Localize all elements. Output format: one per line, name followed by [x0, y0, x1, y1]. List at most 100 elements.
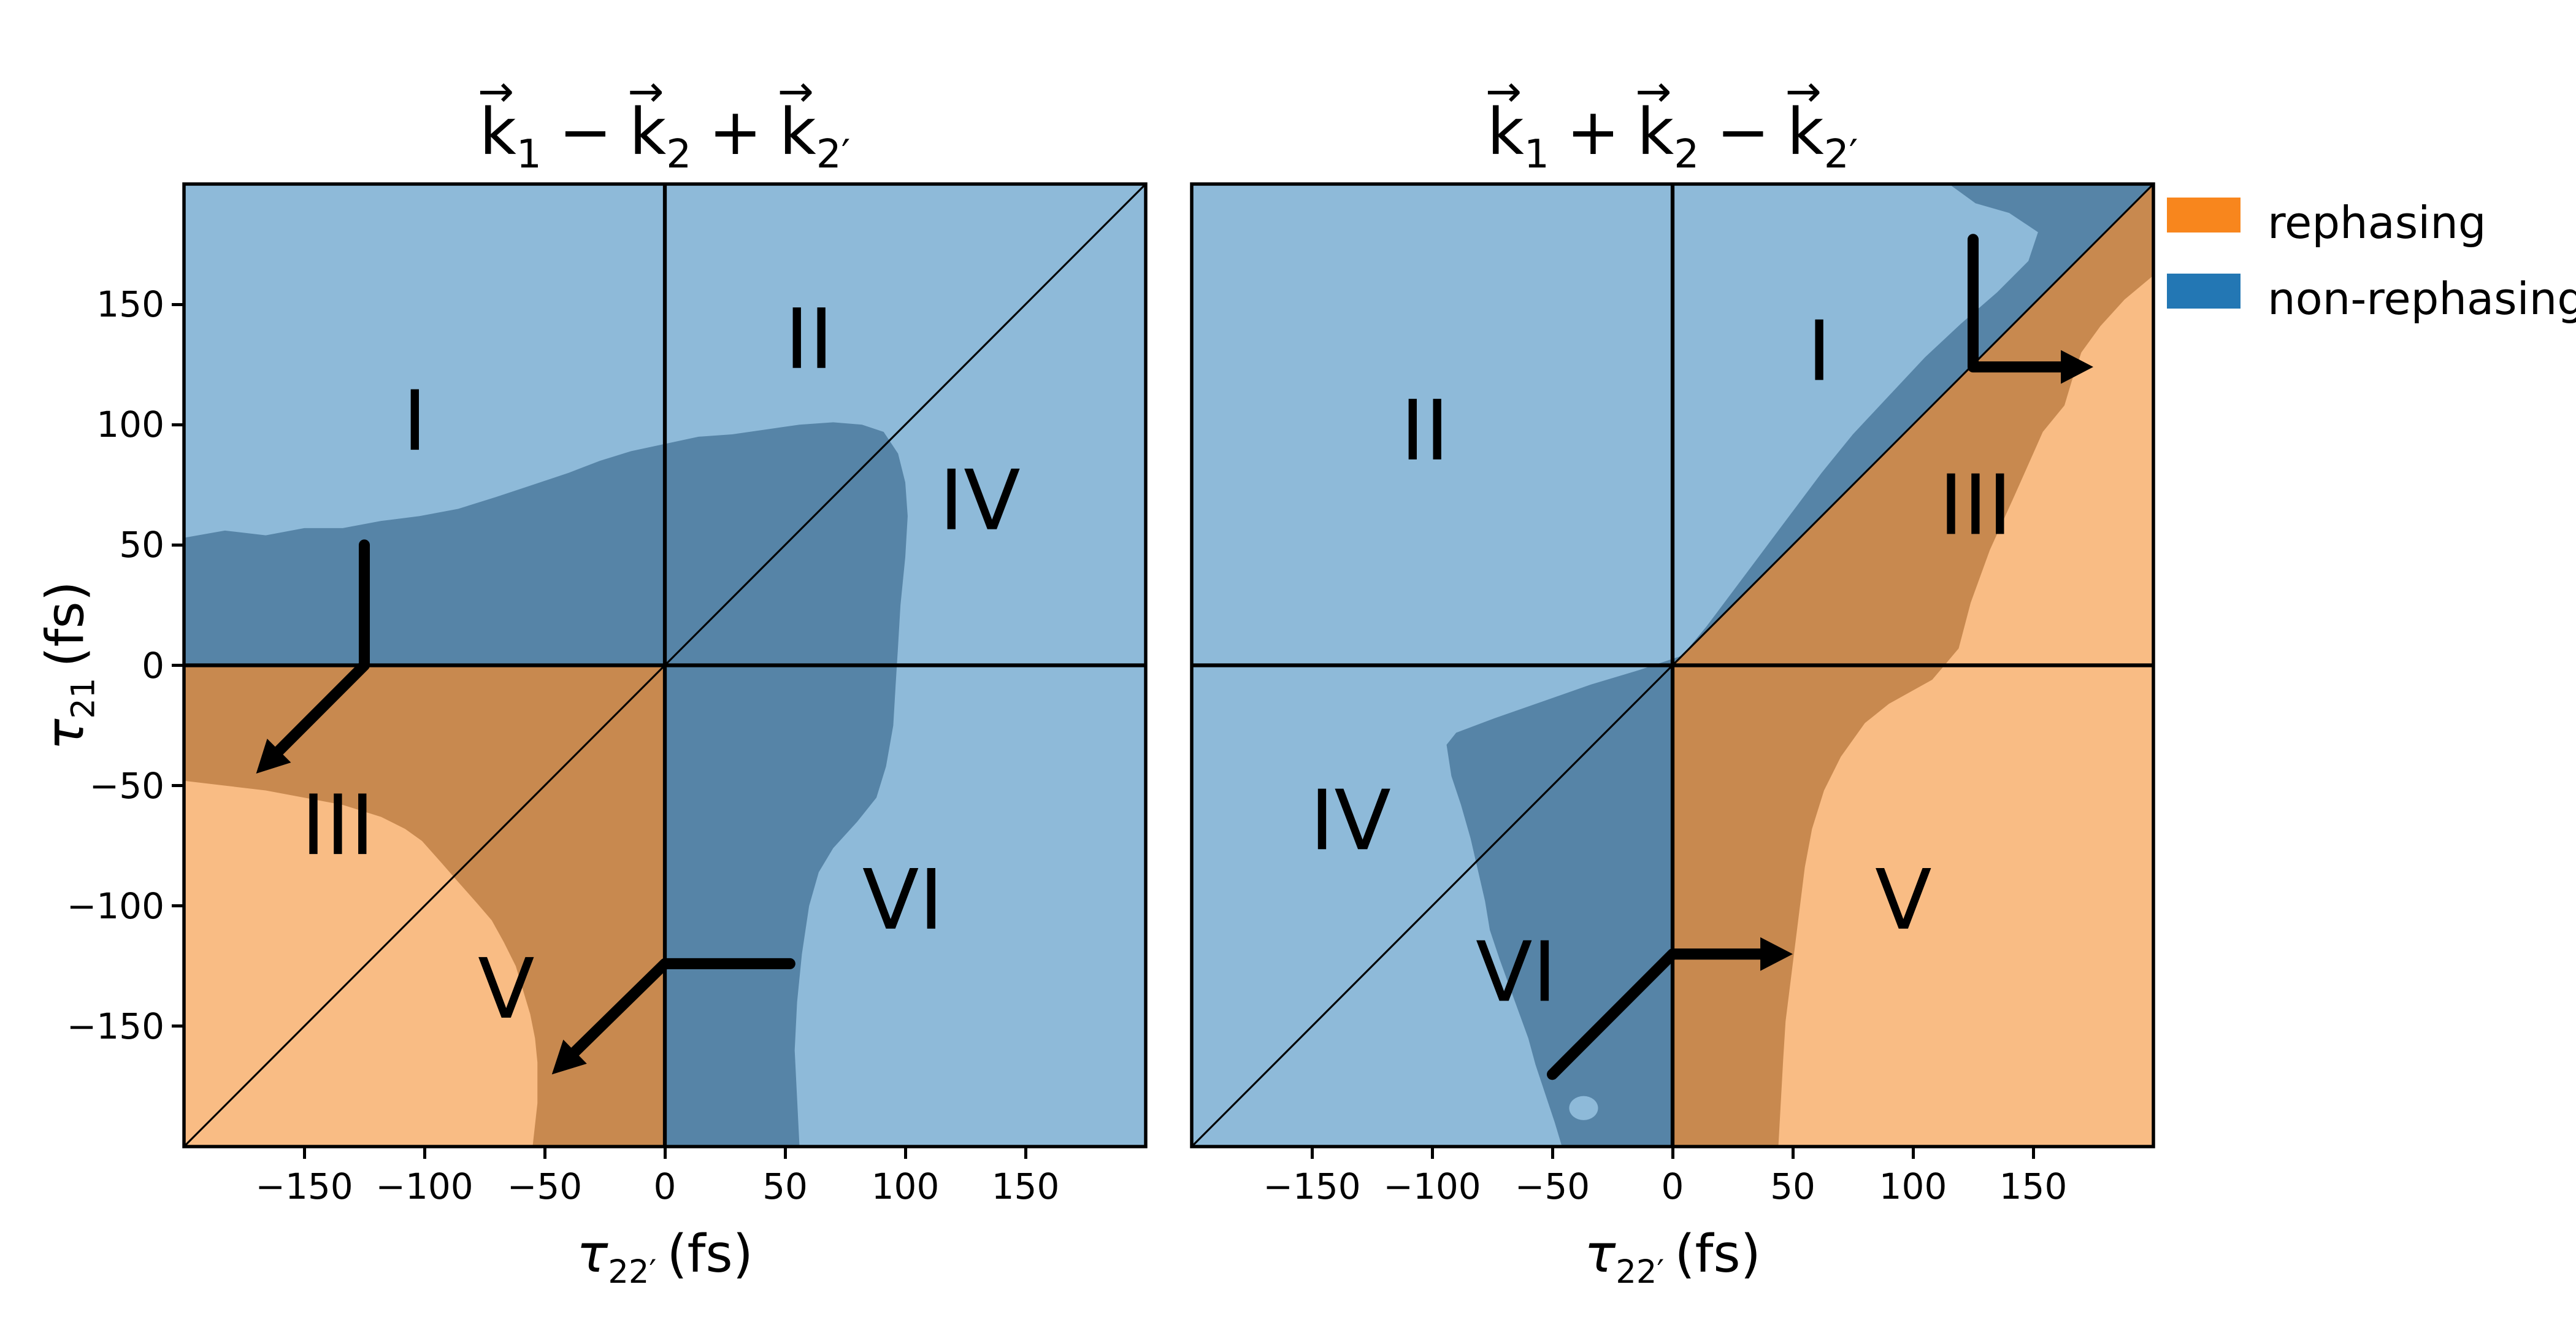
y-tick-label: 100: [96, 404, 164, 446]
region-label-VI: VI: [1476, 923, 1557, 1020]
legend: rephasing non-rephasing: [2167, 198, 2576, 350]
region-label-IV: IV: [939, 452, 1020, 549]
region-label-V: V: [478, 940, 535, 1037]
x-tick-mark: [302, 1147, 306, 1159]
tau-symbol: τ: [35, 718, 96, 750]
k-vector-term: → k1: [477, 65, 542, 177]
title-operator: −: [558, 94, 613, 169]
pulse-ordering-arrow-head: [256, 739, 291, 774]
y-tick-mark: [172, 664, 184, 667]
y-tick-mark: [172, 423, 184, 426]
k-vector-term: → k2: [627, 65, 692, 177]
pulse-ordering-arrow-shaft: [565, 958, 795, 1061]
x-tick-mark: [783, 1147, 787, 1159]
x-tick-mark: [1791, 1147, 1795, 1159]
x-tick-label: −100: [375, 1166, 473, 1207]
x-tick-mark: [2031, 1147, 2035, 1159]
x-tick-label: −100: [1383, 1166, 1481, 1207]
legend-label-non-rephasing: non-rephasing: [2267, 273, 2576, 325]
y-tick-mark: [172, 1024, 184, 1028]
x-tick-mark: [903, 1147, 907, 1159]
region-label-II: II: [1400, 382, 1449, 479]
title-operator: +: [1566, 94, 1620, 169]
x-tick-label: −50: [507, 1166, 583, 1207]
legend-swatch-non-rephasing: [2167, 274, 2241, 309]
x-axis-label: τ22′ (fs): [577, 1224, 753, 1291]
x-tick-label: 0: [1661, 1166, 1684, 1207]
pulse-ordering-arrow-shaft: [270, 539, 370, 760]
vector-arrow-icon: →: [777, 65, 814, 117]
right-plot: → k1 + → k2− → k2′ II I III IV VI V −150 −100 −50 0 50 100…: [1190, 69, 2155, 1291]
legend-item-non-rephasing: non-rephasing: [2167, 274, 2576, 321]
y-tick-label: 0: [142, 644, 164, 686]
x-tick-mark: [663, 1147, 667, 1159]
y-tick-mark: [172, 543, 184, 547]
y-axis-label: τ21 (fs): [35, 580, 102, 750]
title-operator: +: [708, 94, 762, 169]
tau-symbol: τ: [577, 1224, 608, 1285]
x-tick-label: 50: [1770, 1166, 1815, 1207]
x-tick-label: 100: [1879, 1166, 1947, 1207]
vector-arrow-icon: →: [1785, 65, 1822, 117]
region-label-II: II: [784, 291, 834, 388]
plot-title: → k1− → k2 + → k2′: [184, 65, 1146, 177]
pulse-ordering-arrow-shaft: [1546, 948, 1771, 1080]
region-label-III: III: [1939, 456, 2012, 553]
x-axis-label: τ22′ (fs): [1584, 1224, 1761, 1291]
rephasing-light-region: [184, 780, 538, 1147]
region-label-IV: IV: [1310, 772, 1391, 869]
vector-arrow-icon: →: [627, 65, 664, 117]
region-hole: [1569, 1096, 1598, 1120]
pulse-ordering-arrow-shaft: [1967, 234, 2071, 373]
left-plot: → k1− → k2 + → k2′ I II IV III V VI −150 −100 −50 0 50 100…: [36, 69, 1148, 1291]
k-vector-term: → k2: [1635, 65, 1700, 177]
y-tick-label: 50: [119, 524, 164, 566]
x-tick-label: 50: [762, 1166, 808, 1207]
x-tick-label: −50: [1514, 1166, 1590, 1207]
y-tick-mark: [172, 784, 184, 788]
x-tick-mark: [1551, 1147, 1554, 1159]
x-tick-mark: [1671, 1147, 1674, 1159]
region-label-VI: VI: [862, 851, 943, 948]
y-tick-label: −100: [66, 885, 164, 927]
k-vector-term: → k2′: [777, 65, 851, 177]
x-tick-label: 150: [991, 1166, 1060, 1207]
x-tick-mark: [423, 1147, 426, 1159]
y-tick-label: 150: [96, 283, 164, 326]
x-tick-label: 100: [871, 1166, 940, 1207]
pulse-ordering-arrow-head: [2061, 350, 2093, 384]
title-operator: −: [1716, 94, 1770, 169]
x-tick-mark: [1310, 1147, 1314, 1159]
tau-symbol: τ: [1584, 1224, 1616, 1285]
x-tick-mark: [543, 1147, 546, 1159]
region-label-III: III: [301, 777, 375, 874]
y-tick-label: −50: [89, 764, 164, 807]
x-tick-mark: [1430, 1147, 1434, 1159]
pulse-ordering-arrow-head: [551, 1039, 587, 1075]
region-label-V: V: [1875, 851, 1932, 948]
pulse-ordering-arrow-head: [1760, 937, 1793, 971]
plot-title: → k1 + → k2− → k2′: [1192, 65, 2153, 177]
non-rephasing-dark-region: [1446, 184, 2153, 1147]
x-tick-label: −150: [255, 1166, 353, 1207]
legend-label-rephasing: rephasing: [2267, 197, 2486, 248]
vector-arrow-icon: →: [1635, 65, 1672, 117]
region-label-I: I: [1807, 302, 1831, 399]
rephasing-light-region: [1778, 275, 2153, 1147]
region-label-I: I: [402, 372, 427, 469]
x-tick-label: −150: [1263, 1166, 1361, 1207]
vector-arrow-icon: →: [477, 65, 515, 117]
y-tick-label: −150: [66, 1005, 164, 1047]
x-tick-label: 0: [653, 1166, 677, 1207]
x-tick-mark: [1024, 1147, 1027, 1159]
x-tick-label: 150: [1999, 1166, 2068, 1207]
legend-item-rephasing: rephasing: [2167, 198, 2576, 245]
k-vector-term: → k1: [1485, 65, 1549, 177]
legend-swatch-rephasing: [2167, 198, 2241, 233]
y-tick-mark: [172, 302, 184, 306]
y-tick-mark: [172, 904, 184, 908]
x-tick-mark: [1911, 1147, 1915, 1159]
